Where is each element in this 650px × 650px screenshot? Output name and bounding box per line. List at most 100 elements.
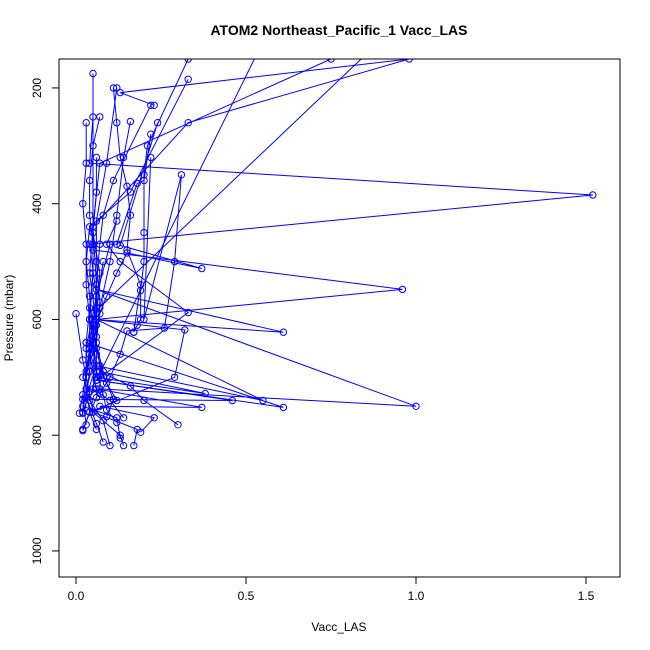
y-axis-label: Pressure (mbar) <box>2 275 16 362</box>
y-tick-label: 600 <box>30 309 44 329</box>
data-point <box>136 428 145 436</box>
data-point <box>113 269 121 277</box>
data-point <box>140 396 148 405</box>
series-line <box>82 87 118 431</box>
data-point <box>116 257 124 266</box>
data-point <box>589 191 597 199</box>
data-point <box>99 438 107 446</box>
x-axis: 0.0 0.5 1.0 1.5 <box>68 577 595 603</box>
data-point <box>116 434 124 442</box>
data-point <box>89 344 97 353</box>
series-layer <box>72 59 597 450</box>
data-point <box>99 391 107 399</box>
data-point <box>102 292 111 300</box>
data-point <box>106 373 114 381</box>
y-axis: 200 400 600 800 1000 <box>30 78 59 564</box>
data-point <box>259 396 267 405</box>
data-point <box>123 246 131 254</box>
data-point <box>79 426 87 435</box>
data-point <box>99 211 107 220</box>
data-point <box>89 228 97 237</box>
data-point <box>92 292 101 300</box>
data-point <box>116 350 124 358</box>
data-point <box>177 171 186 179</box>
data-point <box>82 281 90 289</box>
series-line <box>112 87 142 333</box>
data-point <box>109 395 118 403</box>
data-point <box>126 117 135 126</box>
data-point <box>82 385 90 393</box>
data-point <box>116 88 124 97</box>
series-line <box>99 157 182 394</box>
data-point <box>140 171 148 179</box>
y-tick-label: 1000 <box>30 537 44 564</box>
x-tick-label: 0.0 <box>68 589 85 603</box>
series-line <box>82 79 189 430</box>
data-point <box>398 285 407 294</box>
data-point <box>92 376 101 384</box>
data-point <box>279 328 288 336</box>
data-point <box>96 304 104 312</box>
data-point <box>198 264 206 273</box>
data-point <box>143 142 152 150</box>
y-tick-label: 800 <box>30 425 44 445</box>
data-point <box>85 408 94 416</box>
data-point <box>102 413 111 421</box>
data-point <box>102 406 111 414</box>
data-point <box>92 315 101 324</box>
chart-title: ATOM2 Northeast_Pacific_1 Vacc_LAS <box>210 22 467 38</box>
x-tick-label: 0.5 <box>238 589 255 603</box>
data-point <box>184 119 192 127</box>
data-point <box>279 403 288 412</box>
data-point <box>198 403 206 412</box>
data-point <box>79 200 87 208</box>
data-point <box>113 240 121 248</box>
data-point <box>75 409 84 417</box>
data-point <box>85 304 94 312</box>
data-point <box>82 257 90 266</box>
data-point <box>113 418 121 427</box>
data-point <box>96 362 104 370</box>
data-point <box>184 75 192 84</box>
data-point <box>150 414 158 422</box>
data-point <box>82 373 90 381</box>
data-point <box>181 326 189 334</box>
data-point <box>412 402 420 410</box>
data-point <box>92 367 101 376</box>
data-point <box>96 269 104 277</box>
data-point <box>147 153 155 162</box>
data-point <box>82 119 90 127</box>
series-line <box>92 73 118 423</box>
data-point <box>133 321 141 329</box>
data-point <box>109 84 118 92</box>
data-point <box>116 241 124 250</box>
data-point <box>119 441 128 450</box>
data-point <box>327 59 335 63</box>
data-point <box>153 119 162 127</box>
plot-frame <box>58 58 621 578</box>
series-line <box>95 121 131 417</box>
data-point <box>136 281 145 289</box>
x-tick-label: 1.0 <box>408 589 425 603</box>
data-point <box>140 257 148 266</box>
data-point <box>113 211 121 220</box>
data-point <box>126 211 135 220</box>
data-point <box>170 373 179 381</box>
data-point <box>72 310 80 318</box>
data-point <box>106 257 114 266</box>
data-point <box>79 409 87 417</box>
data-point <box>170 257 179 266</box>
x-tick-label: 1.5 <box>578 589 595 603</box>
data-point <box>123 182 131 191</box>
y-tick-label: 200 <box>30 78 44 98</box>
data-point <box>174 421 182 429</box>
data-point <box>150 101 158 110</box>
data-point <box>130 441 138 450</box>
data-point <box>119 414 128 422</box>
data-point <box>116 431 124 439</box>
data-point <box>119 153 128 162</box>
data-point <box>113 119 121 127</box>
data-point <box>140 315 148 324</box>
data-point <box>123 327 131 335</box>
